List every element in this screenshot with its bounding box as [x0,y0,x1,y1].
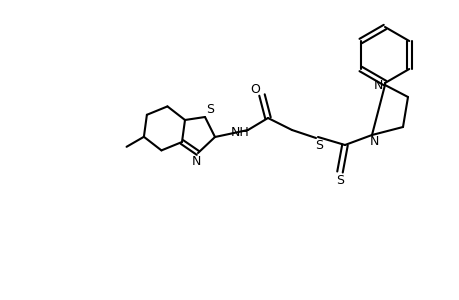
Text: S: S [314,139,322,152]
Text: S: S [206,103,213,116]
Text: N: N [373,79,382,92]
Text: S: S [335,173,343,187]
Text: N: N [191,154,200,167]
Text: N: N [369,134,378,148]
Text: NH: NH [230,125,249,139]
Text: O: O [250,82,259,95]
